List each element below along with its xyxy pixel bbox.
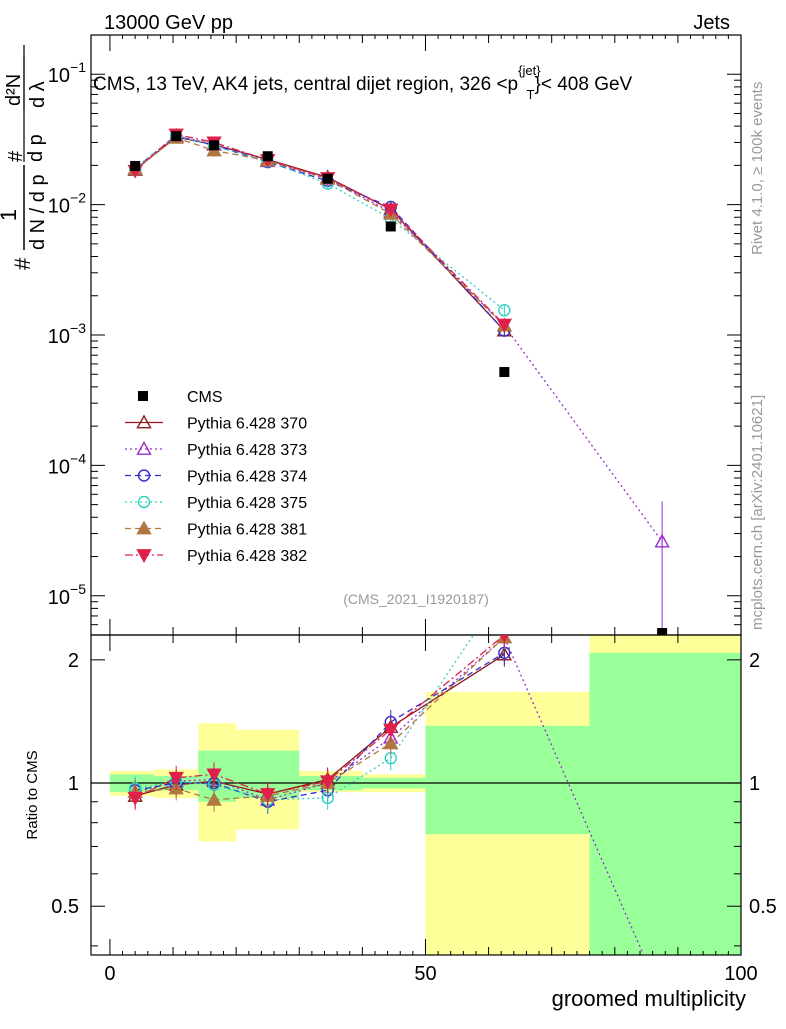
ratio-ytick-label-left-0: 2 (68, 650, 79, 672)
ratio-point-4-2 (206, 791, 222, 806)
legend-item-cms: CMS (138, 389, 223, 406)
legend-item-1: Pythia 6.428 373 (125, 441, 307, 459)
ratio-ytick-label-right-0: 2 (749, 650, 760, 672)
main-ytick-label-2: 10−3 (48, 320, 86, 348)
ratio-ytick-label-left-2: 0.5 (51, 896, 79, 918)
analysis-id: (CMS_2021_I1920187) (343, 591, 489, 607)
plot-title: CMS, 13 TeV, AK4 jets, central dijet reg… (93, 63, 633, 102)
main-point-3-6 (498, 303, 511, 317)
svg-text:#: # (10, 257, 35, 270)
ratio-uncertainty-bands (91, 635, 741, 955)
header-right: Jets (693, 12, 730, 34)
cms-point-7 (657, 628, 668, 635)
main-point-5-5 (383, 203, 399, 218)
legend: CMS Pythia 6.428 370 Pythia 6.428 373 Pythi… (125, 389, 307, 565)
ratio-point-5-4 (319, 775, 336, 790)
ratio-series (127, 635, 645, 955)
svg-text:d λ: d λ (27, 81, 49, 108)
main-ytick-exp: −2 (70, 190, 86, 206)
band-stat-6 (425, 725, 590, 835)
ratio-point-5-1 (168, 771, 184, 786)
legend-item-2: Pythia 6.428 374 (125, 469, 307, 486)
legend-marker-4 (136, 520, 152, 535)
cms-point-0 (130, 160, 141, 171)
side-text-rivet: Rivet 4.1.0, ≥ 100k events (749, 82, 766, 255)
main-line-series-5 (134, 133, 505, 326)
xtick-label-2: 100 (724, 963, 757, 985)
legend-label-0: Pythia 6.428 370 (187, 416, 307, 433)
main-ytick-label-4: 10−5 (48, 581, 86, 609)
cms-point-6 (499, 367, 510, 378)
side-text-mcplots: mcplots.cern.ch [arXiv:2401.10621] (749, 395, 766, 630)
legend-label-1: Pythia 6.428 373 (187, 442, 307, 459)
main-series (127, 127, 670, 635)
svg-text:1: 1 (0, 209, 21, 221)
legend-item-0: Pythia 6.428 370 (125, 414, 307, 433)
main-clipped (127, 127, 670, 635)
main-ytick-base: 10 (48, 456, 70, 478)
main-ytick-label-3: 10−4 (48, 450, 86, 478)
xtick-label-0: 0 (104, 963, 115, 985)
ratio-ylabel: Ratio to CMS (24, 750, 41, 839)
legend-label-cms: CMS (187, 389, 223, 406)
band-stat-7 (589, 652, 741, 955)
svg-text:d N / d p: d N / d p (27, 174, 49, 250)
main-ytick-exp: −5 (70, 581, 86, 597)
legend-marker-0 (136, 414, 152, 429)
main-line-series-2 (134, 135, 505, 332)
svg-text:d²N: d²N (3, 74, 25, 106)
main-ytick-base: 10 (48, 65, 70, 87)
axis-ticks: 10−110−210−310−410−52 21 10.5 0.50 50 100 (48, 34, 777, 985)
cms-point-2 (209, 140, 220, 151)
ratio-ytick-label-right-2: 0.5 (749, 896, 777, 918)
cms-point-4 (322, 173, 333, 184)
ratio-point-5-3 (260, 788, 276, 802)
main-ytick-label-0: 10−1 (48, 59, 86, 87)
legend-marker-cms (138, 391, 148, 401)
svg-text:d p: d p (25, 134, 47, 162)
ratio-ytick-label-left-1: 1 (68, 773, 79, 795)
legend-marker-1 (136, 441, 152, 455)
legend-marker-2 (137, 469, 151, 482)
xtick-label-1: 50 (414, 963, 436, 985)
legend-label-3: Pythia 6.428 375 (187, 495, 307, 512)
ratio-clipped (127, 635, 645, 955)
cms-point-1 (171, 131, 182, 142)
legend-label-4: Pythia 6.428 381 (187, 522, 307, 539)
main-ytick-base: 10 (48, 587, 70, 609)
main-ytick-label-1: 10−2 (48, 190, 86, 218)
ratio-point-5-6 (499, 635, 509, 643)
main-point-5-6 (496, 318, 513, 333)
header-left: 13000 GeV pp (104, 12, 233, 34)
cms-point-3 (262, 151, 273, 162)
main-ytick-exp: −3 (70, 320, 86, 336)
main-ylabel: # 1 d N / d p # d p d²N d λ (0, 45, 49, 270)
main-ytick-base: 10 (48, 326, 70, 348)
main-line-series-4 (134, 137, 505, 327)
main-line-series-3 (134, 134, 505, 311)
ratio-ytick-label-right-1: 1 (749, 773, 760, 795)
legend-label-2: Pythia 6.428 374 (187, 469, 307, 486)
ratio-point-5-2 (206, 768, 222, 783)
legend-item-4: Pythia 6.428 381 (125, 520, 307, 539)
ratio-point-5-0 (127, 791, 143, 806)
legend-item-3: Pythia 6.428 375 (125, 495, 307, 512)
x-axis-label: groomed multiplicity (552, 986, 746, 1011)
svg-text:#: # (5, 150, 27, 162)
main-ytick-exp: −1 (70, 59, 86, 75)
main-ytick-exp: −4 (70, 450, 86, 466)
ratio-point-5-5 (383, 723, 399, 738)
legend-label-5: Pythia 6.428 382 (187, 548, 307, 565)
legend-marker-5 (136, 549, 152, 563)
main-frame (90, 34, 742, 636)
main-ytick-base: 10 (48, 196, 70, 218)
ratio-frame (90, 634, 742, 956)
cms-point-5 (385, 221, 396, 232)
legend-marker-3 (137, 495, 151, 509)
ratio-point-4-5 (383, 735, 399, 750)
main-line-series-0 (134, 136, 505, 332)
legend-item-5: Pythia 6.428 382 (125, 548, 307, 565)
